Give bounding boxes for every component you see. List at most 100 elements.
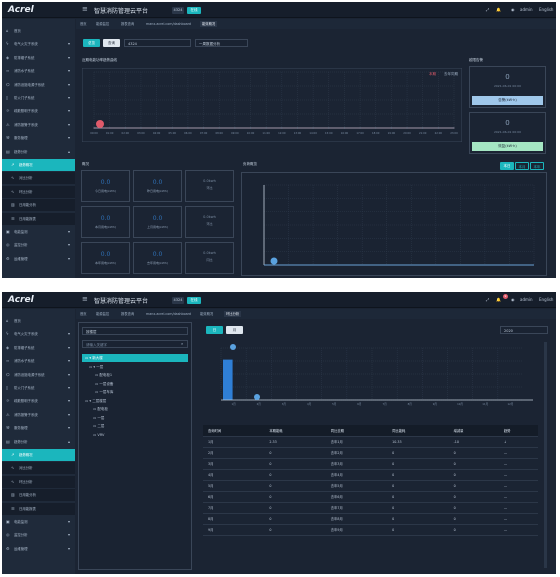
tab-energy-overview[interactable]: 能效概况 [200,312,214,316]
sidebar-item[interactable]: ▣ 电能监测 ▾ [2,226,75,238]
station-id-badge[interactable]: 4324 [172,297,184,304]
sidebar-item[interactable]: ◈ 防排烟子系统 ▾ [2,342,75,354]
recover-button[interactable]: 恢复(kW·h) [472,142,543,151]
sidebar-item[interactable]: ↗ 趋势概况 [2,449,75,461]
sidebar-item[interactable]: ∿ 环比分析 [2,475,75,488]
search-icon[interactable]: ⌕ [181,341,184,346]
sidebar-item[interactable]: ↗ 趋势概况 [2,159,75,171]
tree-node[interactable]: ▭ VRV [82,431,188,439]
trend-title: 近期电能功率趋势曲线 [82,58,117,62]
sidebar-item[interactable]: ▯ 防火门子系统 ▾ [2,382,75,394]
sidebar-item[interactable]: ∿ 环比分析 [2,185,75,198]
fullscreen-icon[interactable]: ⤢ [486,297,490,302]
sidebar-item[interactable]: ☰ 日用能报表 [2,502,75,515]
query-button[interactable]: 查询 [103,39,120,47]
tree-node[interactable]: ▭ ▾ 一层 [82,363,188,371]
alarm-button[interactable]: 告警(kW·h) [472,96,543,105]
sidebar-item[interactable]: ☼ 疏散照明子系统 ▾ [2,395,75,407]
station-id-badge[interactable]: 4324 [172,7,184,14]
tree-search-input[interactable]: 请输入关键字 [82,340,188,348]
sidebar-item[interactable]: ☼ 疏散照明子系统 ▾ [2,105,75,117]
sidebar-item[interactable]: ▣ 电能监测 ▾ [2,516,75,528]
language-switch[interactable]: English [539,297,554,302]
bell-icon[interactable]: 🔔 [496,297,501,302]
hamburger-menu-icon[interactable]: ≡ [82,295,88,303]
tree-node[interactable]: ▭ ▾ 新大楼 [82,354,188,362]
tab-yoy-analysis[interactable]: 环比分析 [224,311,242,317]
sidebar-item[interactable]: ⚒ 服务管理 ▾ [2,422,75,434]
overview-button[interactable]: 总览 [83,39,100,47]
sidebar-item[interactable]: ◎ 监控分析 ▾ [2,239,75,251]
station-select[interactable]: 4324 [124,39,191,47]
tab-energy-monitor[interactable]: 能源监控 [96,312,110,316]
sidebar-item[interactable]: ⚠ 消防报警子系统 ▾ [2,119,75,131]
day-button[interactable]: 日 [206,326,223,334]
sidebar-item[interactable]: ⌬ 消防设施电源子系统 ▾ [2,369,75,381]
tab-year[interactable]: 本年 [530,162,544,170]
sidebar-item[interactable]: ⌂ 首页 [2,315,75,327]
sidebar-item[interactable]: ◎ 监控分析 ▾ [2,529,75,541]
table-cell: 0 [448,480,499,492]
tab-energy-overview[interactable]: 能效概况 [200,21,218,27]
table-row: 4月 0 去年4月 0 0— [203,469,538,481]
sidebar-item[interactable]: ⌂ 首页 [2,25,75,37]
sidebar-item[interactable]: ≈ 消防水子系统 ▾ [2,65,75,77]
tab-dashboard-url[interactable]: manx.acrel.com/dashboard [146,312,192,316]
sidebar-item[interactable]: ▥ 日用能分析 [2,199,75,212]
sidebar-item[interactable]: ϟ 电气火灾子系统 ▾ [2,328,75,340]
tab-month[interactable]: 本月 [515,162,529,170]
tree-node[interactable]: ▭ 配电柜 [82,405,188,413]
sidebar-item-label: 消防设施电源子系统 [14,372,45,377]
tab-home[interactable]: 首页 [80,22,87,26]
user-avatar[interactable]: ◉ [511,7,515,12]
sidebar-item[interactable]: ▤ 趋势分析 ▴ [2,146,75,158]
range-select[interactable]: 一周数据分析 [195,39,248,47]
bell-icon[interactable]: 🔔 [496,7,501,12]
tree-node[interactable]: ▭ 一层 [82,414,188,422]
hamburger-menu-icon[interactable]: ≡ [82,5,88,13]
tab-report[interactable]: 报表查询 [121,312,135,316]
sidebar-item[interactable]: ▯ 防火门子系统 ▾ [2,92,75,104]
user-name[interactable]: admin [520,297,533,302]
tree-group-select[interactable]: 按楼层 [82,327,188,335]
tree-node[interactable]: ▭ 一层设备 [82,380,188,388]
tab-energy-monitor[interactable]: 能源监控 [96,22,110,26]
tree-node[interactable]: ▭ 二层 [82,422,188,430]
user-name[interactable]: admin [520,7,533,12]
table-cell: 去年4月 [325,469,388,481]
sidebar-item[interactable]: ≈ 消防水子系统 ▾ [2,355,75,367]
tab-report[interactable]: 报表查询 [121,22,135,26]
sidebar-item[interactable]: ϟ 电气火灾子系统 ▾ [2,38,75,50]
tab-dashboard-url[interactable]: manx.acrel.com/dashboard [146,22,192,26]
x-tick-label: 11:00 [262,131,270,135]
folder-icon: ▭ [95,390,100,394]
tab-day[interactable]: 本日 [500,162,514,170]
tree-node[interactable]: ▭ ▾ 二层楼层 [82,397,188,405]
scrollbar[interactable] [544,342,547,568]
language-switch[interactable]: English [539,7,554,12]
sidebar-item[interactable]: ▤ 趋势分析 ▴ [2,436,75,448]
x-tick-label: 01:00 [106,131,114,135]
table-cell: 0 [264,513,326,525]
month-button[interactable]: 月 [226,326,243,334]
sidebar-item[interactable]: ∿ 对比分析 [2,462,75,475]
year-select[interactable]: 2020 [500,326,548,334]
sidebar-item[interactable]: ⚙ 运维管理 ▾ [2,543,75,555]
sidebar-item[interactable]: ⚙ 运维管理 ▾ [2,253,75,265]
sidebar-item[interactable]: ☰ 日用能报表 [2,212,75,225]
tree-node[interactable]: ▭ 一层车库 [82,388,188,396]
tree-node[interactable]: ▭ 配电柜1 [82,371,188,379]
sidebar-item[interactable]: ◈ 防排烟子系统 ▾ [2,52,75,64]
bar-icon: ▥ [11,492,15,498]
fullscreen-icon[interactable]: ⤢ [486,7,490,12]
sidebar-item[interactable]: ∿ 对比分析 [2,172,75,185]
sidebar-item[interactable]: ⚠ 消防报警子系统 ▾ [2,409,75,421]
table-cell: 0 [264,491,326,503]
sidebar-item[interactable]: ⌬ 消防设施电源子系统 ▾ [2,79,75,91]
marker-pin-icon [270,257,278,265]
user-avatar[interactable]: ◉ [511,297,515,302]
tab-home[interactable]: 首页 [80,312,87,316]
sidebar-item[interactable]: ⚒ 服务管理 ▾ [2,132,75,144]
stat-value: 0.0 [152,251,163,258]
sidebar-item[interactable]: ▥ 日用能分析 [2,489,75,502]
